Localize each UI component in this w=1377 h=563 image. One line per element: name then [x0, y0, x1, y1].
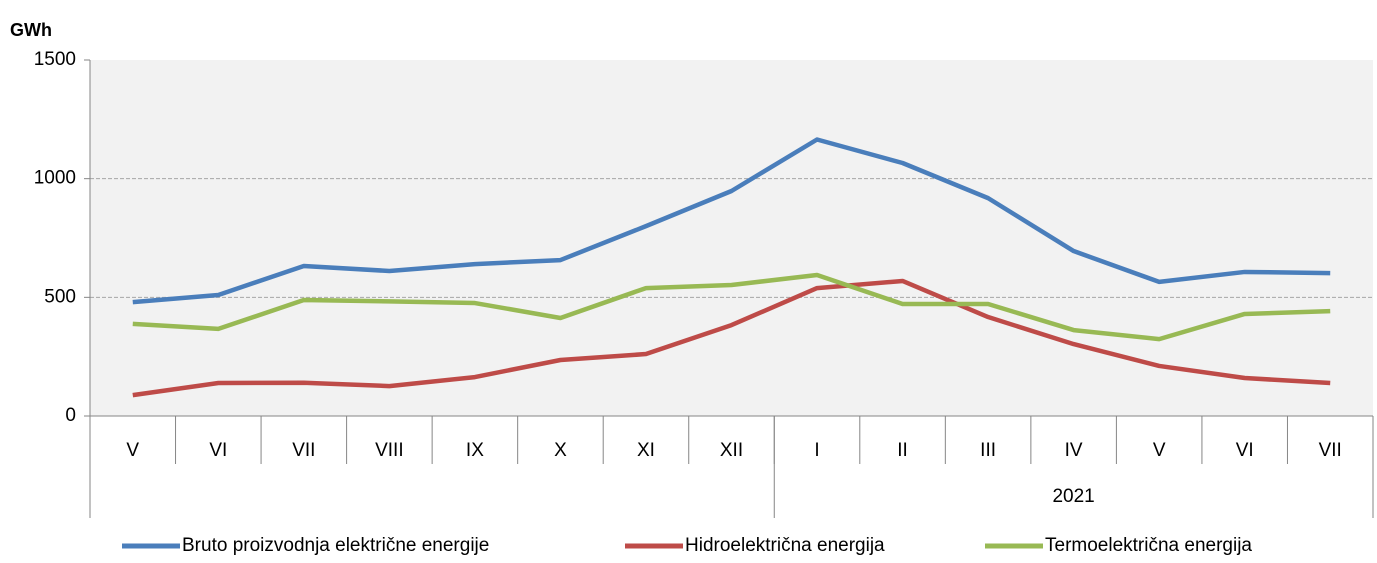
x-tick-label: I — [814, 440, 819, 461]
y-tick-label: 0 — [65, 405, 76, 426]
x-tick-label: V — [1153, 440, 1166, 461]
legend-label: Hidroelektrična energija — [685, 535, 885, 556]
legend-label: Bruto proizvodnja električne energije — [182, 535, 489, 556]
plot-area — [90, 60, 1373, 416]
x-tick-label: III — [980, 440, 996, 461]
x-tick-label: X — [554, 440, 567, 461]
x-tick-label: VI — [209, 440, 227, 461]
x-tick-label: VIII — [375, 440, 404, 461]
y-axis-label: GWh — [10, 20, 52, 40]
x-tick-label: V — [126, 440, 139, 461]
x-tick-label: XII — [720, 440, 743, 461]
y-tick-label: 1500 — [34, 49, 76, 70]
x-tick-label: XI — [637, 440, 655, 461]
x-tick-label: VII — [292, 440, 315, 461]
group-label: 2021 — [1052, 486, 1094, 507]
line-series — [132, 272, 1331, 342]
x-tick-label: IV — [1065, 440, 1083, 461]
line-series — [132, 278, 1331, 398]
y-tick-label: 1000 — [34, 168, 76, 189]
legend-label: Termoelektrična energija — [1045, 535, 1252, 556]
x-tick-label: VII — [1319, 440, 1342, 461]
y-tick-label: 500 — [44, 286, 76, 307]
x-tick-label: IX — [466, 440, 484, 461]
x-tick-label: II — [897, 440, 908, 461]
line-series — [132, 137, 1331, 305]
x-tick-label: VI — [1236, 440, 1254, 461]
